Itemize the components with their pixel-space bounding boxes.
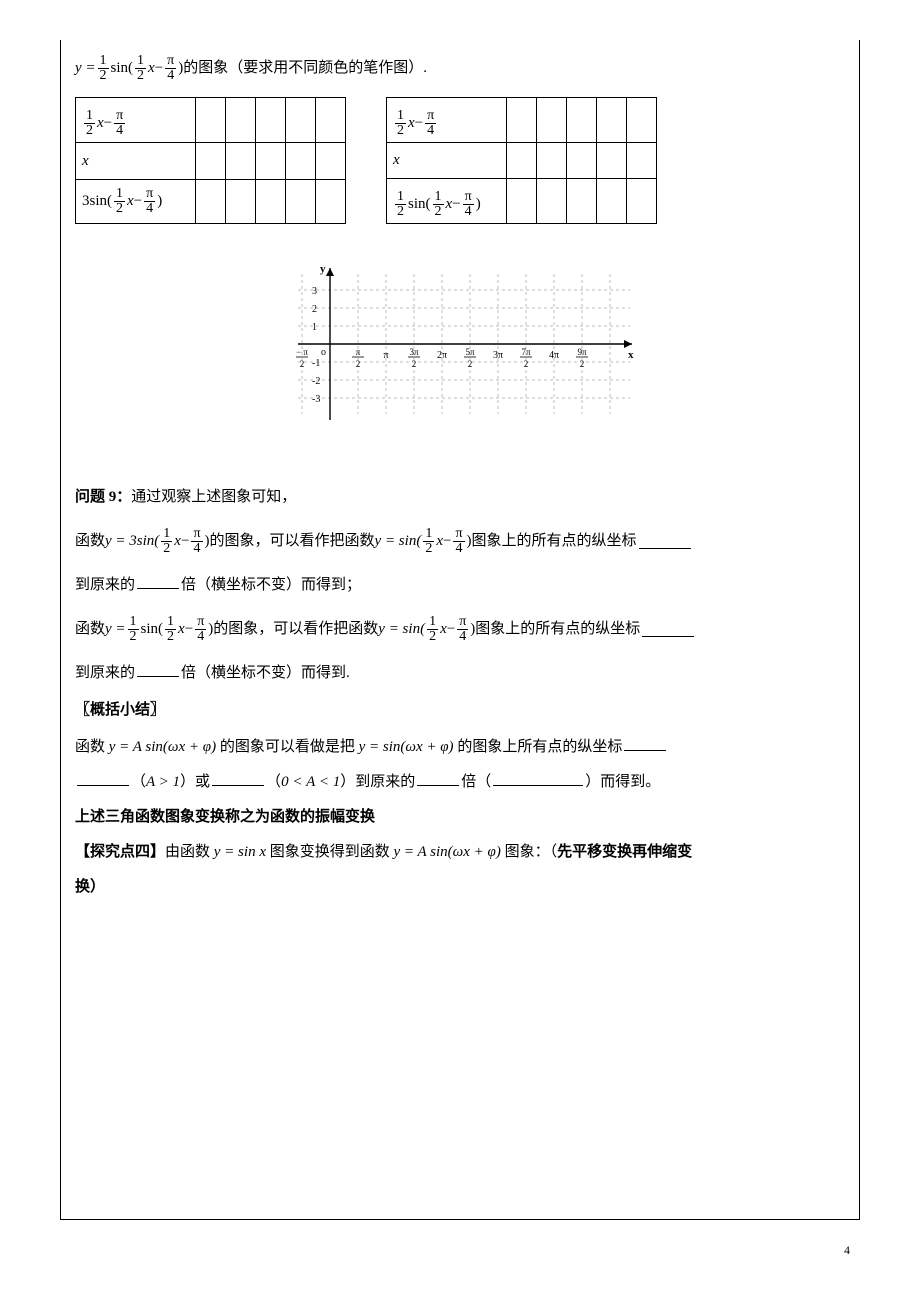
- blank: [642, 622, 694, 637]
- svg-text:2π: 2π: [437, 350, 447, 361]
- q9-line1: 函数 y = 3sin( 12 x − π4 ) 的图象，可以看作把函数 y =…: [75, 527, 693, 556]
- tblA-r1c4: [286, 98, 316, 143]
- q9-line3: 函数 y = 12 sin( 12 x − π4 ) 的图象，可以看作把函数 y…: [75, 615, 696, 644]
- q9-title: 问题 9：: [75, 489, 131, 505]
- tblA-r2: x: [76, 143, 196, 179]
- axes-graph: yxo321-1-2-3− π2π2π3π22π5π23π7π24π9π2: [280, 254, 640, 434]
- svg-text:− π: − π: [296, 347, 308, 357]
- tblB-r2: x: [387, 143, 507, 179]
- blank: [212, 771, 264, 786]
- top-formula-math: y = 12 sin( 12 x − π4 ): [75, 54, 183, 83]
- q9-title-line: 问题 9：通过观察上述图象可知，: [75, 484, 845, 511]
- blank: [77, 771, 129, 786]
- svg-text:π: π: [356, 347, 361, 357]
- page-frame: y = 12 sin( 12 x − π4 ) 的图象（要求用不同颜色的笔作图）…: [60, 40, 860, 1220]
- graph-container: yxo321-1-2-3− π2π2π3π22π5π23π7π24π9π2: [75, 254, 845, 434]
- tblA-r3: 3sin( 12 x − π4 ): [76, 179, 196, 223]
- svg-text:3π: 3π: [493, 350, 503, 361]
- svg-text:2: 2: [524, 359, 529, 369]
- blank: [417, 771, 459, 786]
- q9-line2: 到原来的倍（横坐标不变）而得到；: [75, 572, 845, 599]
- tables-row: 12 x − π4 x 3sin(: [75, 97, 845, 224]
- summary-head: 〖概括小结〗: [75, 697, 845, 724]
- blank: [137, 574, 179, 589]
- svg-text:-1: -1: [312, 358, 320, 369]
- tblB-r1: 12 x − π4: [387, 98, 507, 143]
- svg-text:o: o: [321, 347, 326, 358]
- svg-text:3π: 3π: [409, 347, 419, 357]
- svg-text:1: 1: [312, 322, 317, 333]
- summary-line1: 函数 y = A sin(ωx + φ) 的图象可以看做是把 y = sin(ω…: [75, 734, 845, 761]
- tblA-r1c3: [256, 98, 286, 143]
- svg-text:y: y: [320, 263, 326, 275]
- value-table-b: 12 x − π4 x 12 sin( 12: [386, 97, 657, 224]
- svg-text:5π: 5π: [465, 347, 475, 357]
- blank: [639, 534, 691, 549]
- svg-text:4π: 4π: [549, 350, 559, 361]
- y-eq: y =: [75, 55, 96, 82]
- tblA-r1c2: [226, 98, 256, 143]
- top-formula: y = 12 sin( 12 x − π4 ) 的图象（要求用不同颜色的笔作图）…: [75, 54, 845, 83]
- value-table-a: 12 x − π4 x 3sin(: [75, 97, 346, 224]
- explore4-head: 【探究点四】: [75, 844, 165, 860]
- summary-line2: （A > 1）或（0 < A < 1）到原来的倍（）而得到。: [75, 769, 845, 796]
- svg-text:-2: -2: [312, 376, 320, 387]
- svg-text:9π: 9π: [577, 347, 587, 357]
- blank: [137, 662, 179, 677]
- tblA-r1c5: [316, 98, 346, 143]
- blank: [624, 736, 666, 751]
- svg-text:2: 2: [312, 304, 317, 315]
- q9-line4: 到原来的倍（横坐标不变）而得到.: [75, 660, 845, 687]
- tblB-r3: 12 sin( 12 x − π4 ): [387, 179, 507, 224]
- svg-text:7π: 7π: [521, 347, 531, 357]
- blank: [493, 771, 583, 786]
- svg-text:2: 2: [412, 359, 417, 369]
- svg-text:-3: -3: [312, 394, 320, 405]
- svg-text:π: π: [383, 350, 388, 361]
- explore4-line: 【探究点四】由函数 y = sin x 图象变换得到函数 y = A sin(ω…: [75, 839, 845, 866]
- svg-text:2: 2: [468, 359, 473, 369]
- explore4-tail2: 换）: [75, 874, 845, 901]
- page-number: 4: [0, 1240, 850, 1262]
- svg-text:2: 2: [356, 359, 361, 369]
- svg-text:3: 3: [312, 286, 317, 297]
- svg-text:x: x: [628, 349, 634, 361]
- tblA-r1c1: [196, 98, 226, 143]
- tblA-r1: 12 x − π4: [76, 98, 196, 143]
- summary-bold: 上述三角函数图象变换称之为函数的振幅变换: [75, 804, 845, 831]
- q9-intro: 通过观察上述图象可知，: [131, 489, 296, 505]
- svg-text:2: 2: [300, 359, 305, 369]
- svg-text:2: 2: [580, 359, 585, 369]
- top-formula-suffix: 的图象（要求用不同颜色的笔作图）.: [183, 55, 427, 82]
